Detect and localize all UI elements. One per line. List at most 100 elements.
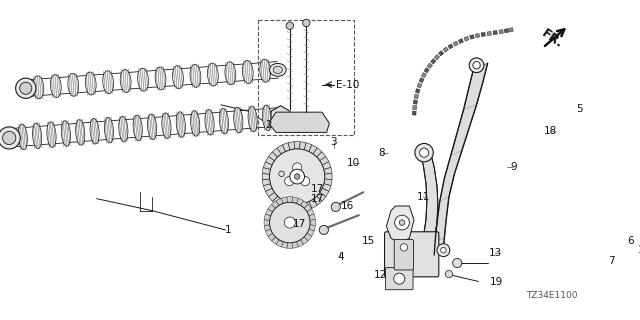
Polygon shape (102, 71, 113, 94)
Wedge shape (313, 196, 322, 205)
Polygon shape (458, 39, 463, 44)
Polygon shape (271, 106, 290, 128)
Polygon shape (85, 72, 96, 95)
Polygon shape (120, 69, 131, 92)
Polygon shape (415, 89, 420, 93)
Text: 6: 6 (627, 236, 634, 246)
Circle shape (394, 273, 404, 284)
Polygon shape (269, 112, 330, 132)
Circle shape (303, 19, 310, 27)
FancyBboxPatch shape (385, 268, 413, 290)
Circle shape (290, 169, 305, 184)
Wedge shape (294, 142, 300, 149)
Wedge shape (282, 202, 290, 210)
Text: 11: 11 (417, 192, 430, 202)
Text: FR.: FR. (539, 27, 565, 51)
Polygon shape (413, 100, 417, 104)
Circle shape (0, 127, 20, 149)
Polygon shape (133, 115, 142, 141)
Wedge shape (307, 209, 314, 216)
FancyBboxPatch shape (394, 240, 413, 270)
Polygon shape (504, 28, 509, 33)
Text: 17: 17 (311, 184, 324, 195)
Text: 1: 1 (225, 225, 232, 235)
Polygon shape (417, 83, 422, 88)
Polygon shape (138, 68, 148, 91)
Text: 12: 12 (374, 270, 387, 280)
Text: 4: 4 (337, 252, 344, 261)
Wedge shape (309, 199, 317, 208)
Wedge shape (324, 167, 332, 174)
Wedge shape (307, 229, 314, 236)
Polygon shape (424, 68, 429, 73)
Polygon shape (421, 73, 426, 78)
Wedge shape (268, 233, 275, 241)
Text: 16: 16 (341, 201, 355, 211)
Text: 2: 2 (266, 120, 272, 130)
Wedge shape (320, 188, 329, 196)
Wedge shape (304, 143, 312, 152)
Polygon shape (243, 60, 253, 84)
Polygon shape (33, 123, 42, 148)
Text: 14: 14 (637, 245, 640, 255)
Circle shape (400, 244, 408, 251)
Wedge shape (317, 192, 326, 201)
Polygon shape (509, 28, 513, 32)
Wedge shape (266, 229, 273, 236)
Circle shape (294, 174, 300, 179)
Polygon shape (453, 41, 458, 46)
Wedge shape (300, 142, 306, 150)
Circle shape (331, 202, 340, 212)
Wedge shape (282, 197, 287, 204)
Text: 10: 10 (347, 158, 360, 168)
Circle shape (20, 82, 32, 94)
Polygon shape (173, 66, 184, 89)
Wedge shape (266, 209, 273, 216)
Text: 3: 3 (331, 137, 337, 147)
Wedge shape (277, 199, 285, 208)
Wedge shape (266, 156, 275, 165)
Circle shape (399, 220, 404, 225)
Polygon shape (475, 33, 480, 38)
Text: TZ34E1100: TZ34E1100 (526, 291, 578, 300)
Text: 9: 9 (510, 162, 516, 172)
Polygon shape (262, 105, 271, 131)
Polygon shape (443, 47, 449, 52)
Wedge shape (264, 220, 269, 226)
Wedge shape (309, 145, 317, 154)
Polygon shape (191, 111, 200, 136)
Wedge shape (266, 188, 275, 196)
Wedge shape (269, 152, 278, 161)
Wedge shape (271, 237, 279, 244)
Polygon shape (438, 51, 444, 56)
Wedge shape (276, 198, 283, 205)
Wedge shape (322, 162, 331, 169)
Wedge shape (313, 148, 322, 157)
Polygon shape (104, 117, 113, 143)
Text: E-10: E-10 (336, 80, 359, 90)
Wedge shape (324, 173, 332, 180)
Wedge shape (292, 242, 298, 248)
Wedge shape (301, 201, 308, 208)
Polygon shape (147, 114, 157, 140)
Wedge shape (273, 148, 282, 157)
Ellipse shape (273, 66, 282, 74)
Polygon shape (155, 67, 166, 90)
Polygon shape (207, 63, 218, 86)
Circle shape (415, 143, 433, 162)
Polygon shape (435, 54, 440, 60)
Text: 17: 17 (292, 220, 306, 229)
Polygon shape (414, 94, 419, 99)
FancyBboxPatch shape (385, 232, 439, 277)
Polygon shape (412, 111, 416, 115)
Wedge shape (288, 203, 295, 212)
Polygon shape (47, 122, 56, 148)
Circle shape (292, 163, 301, 172)
Wedge shape (294, 204, 300, 212)
Wedge shape (282, 242, 287, 248)
Circle shape (441, 247, 446, 253)
Polygon shape (205, 109, 214, 135)
Ellipse shape (269, 63, 286, 76)
Wedge shape (282, 143, 290, 152)
Wedge shape (262, 167, 271, 174)
